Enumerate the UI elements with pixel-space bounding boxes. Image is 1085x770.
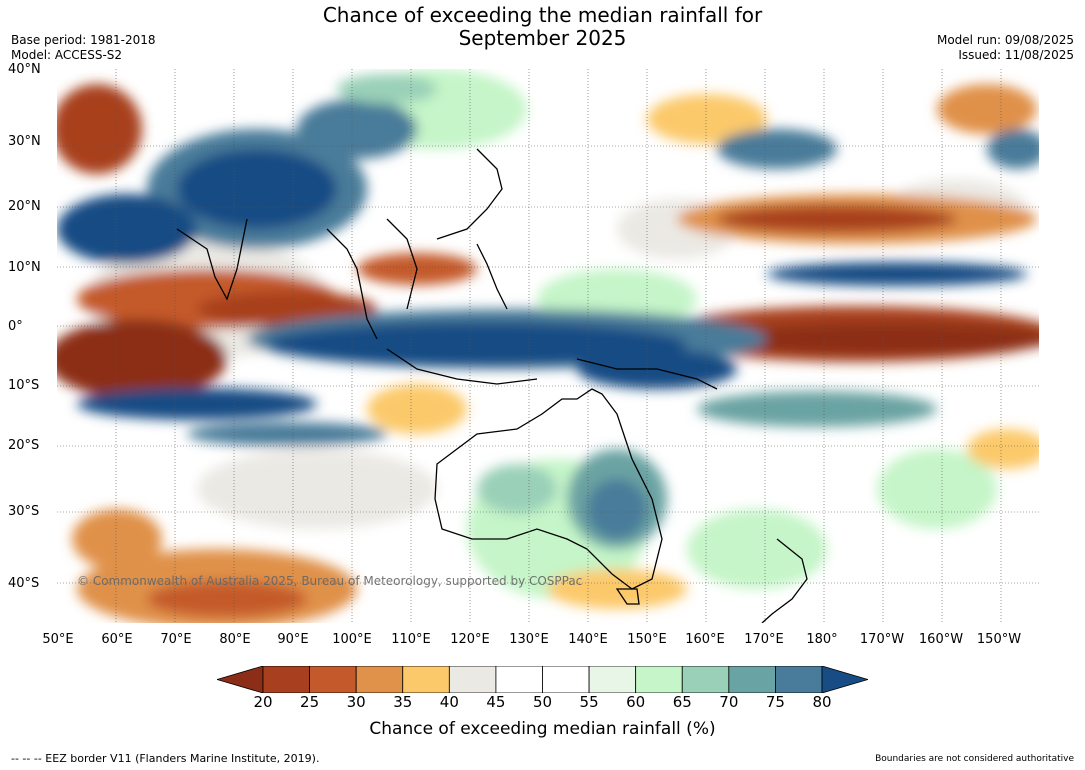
colorbar-tick-label: 30: [346, 693, 366, 711]
colorbar-tick-label: 25: [300, 693, 320, 711]
colorbar-segment: [635, 665, 683, 694]
colorbar-tick-label: 50: [532, 693, 553, 711]
lat-label: 10°N: [8, 260, 41, 275]
colorbar-extend-high: [821, 665, 870, 694]
colorbar-segment: [728, 665, 776, 694]
lon-label: 130°E: [509, 632, 549, 647]
lat-label: 30°S: [8, 504, 40, 519]
colorbar-tick-label: 40: [439, 693, 459, 711]
model-name: Model: ACCESS-S2: [11, 48, 123, 62]
lon-label: 100°E: [332, 632, 372, 647]
coastlines: [176, 148, 808, 623]
issued-date: Issued: 11/08/2025: [958, 48, 1074, 62]
colorbar-segment: [402, 665, 450, 694]
lat-label: 20°N: [8, 199, 41, 214]
meta-right: Model run: 09/08/2025 Issued: 11/08/2025: [937, 33, 1074, 63]
colorbar-graphic: [215, 665, 870, 694]
colorbar-tick-label: 60: [626, 693, 646, 711]
map-canvas: [57, 69, 1039, 623]
colorbar-segment: [495, 665, 543, 694]
lon-label: 150°W: [976, 632, 1022, 647]
lat-label: 40°S: [8, 576, 40, 591]
lon-label: 50°E: [42, 632, 74, 647]
lon-label: 150°E: [627, 632, 667, 647]
lon-label: 160°W: [918, 632, 964, 647]
colorbar-segment: [262, 665, 310, 694]
colorbar-label: Chance of exceeding median rainfall (%): [369, 719, 716, 739]
colorbar: [215, 665, 870, 694]
lon-label: 140°E: [568, 632, 608, 647]
lon-label: 180°: [806, 632, 838, 647]
rainfall-map: [57, 69, 1039, 623]
base-period: Base period: 1981-2018: [11, 33, 156, 47]
colorbar-segment: [309, 665, 357, 694]
colorbar-tick-label: 55: [579, 693, 599, 711]
lat-label: 10°S: [8, 378, 40, 393]
colorbar-tick-label: 70: [719, 693, 739, 711]
boundaries-disclaimer: Boundaries are not considered authoritat…: [875, 754, 1074, 764]
colorbar-extend-low: [215, 665, 264, 694]
lon-label: 170°W: [859, 632, 905, 647]
lon-label: 70°E: [160, 632, 192, 647]
lon-label: 60°E: [101, 632, 133, 647]
lon-label: 120°E: [450, 632, 490, 647]
copyright-notice: © Commonwealth of Australia 2025, Bureau…: [77, 574, 583, 588]
title-line-1: Chance of exceeding the median rainfall …: [322, 3, 763, 27]
colorbar-tick-label: 75: [765, 693, 785, 711]
lat-label: 20°S: [8, 438, 40, 453]
meta-left: Base period: 1981-2018 Model: ACCESS-S2: [11, 33, 156, 63]
colorbar-segment: [588, 665, 637, 694]
eez-border-note: -- -- -- EEZ border V11 (Flanders Marine…: [11, 752, 320, 765]
lat-label: 30°N: [8, 134, 41, 149]
lat-label: 40°N: [8, 62, 41, 77]
lon-label: 80°E: [219, 632, 251, 647]
map-title: Chance of exceeding the median rainfall …: [0, 4, 1085, 50]
lon-label: 110°E: [391, 632, 431, 647]
lon-label: 170°E: [744, 632, 784, 647]
colorbar-tick-label: 20: [253, 693, 273, 711]
colorbar-segment: [542, 665, 590, 694]
colorbar-segment: [681, 665, 730, 694]
colorbar-segment: [448, 665, 497, 694]
lon-label: 160°E: [685, 632, 725, 647]
colorbar-tick-label: 80: [812, 693, 832, 711]
title-line-2: September 2025: [458, 26, 627, 50]
lat-label: 0°: [8, 319, 23, 334]
graticule: [57, 69, 1039, 623]
colorbar-tick-label: 45: [486, 693, 506, 711]
colorbar-tick-label: 35: [393, 693, 413, 711]
colorbar-segment: [775, 665, 823, 694]
model-run: Model run: 09/08/2025: [936, 33, 1074, 47]
lon-label: 90°E: [277, 632, 309, 647]
colorbar-tick-label: 65: [672, 693, 692, 711]
colorbar-segment: [355, 665, 404, 694]
